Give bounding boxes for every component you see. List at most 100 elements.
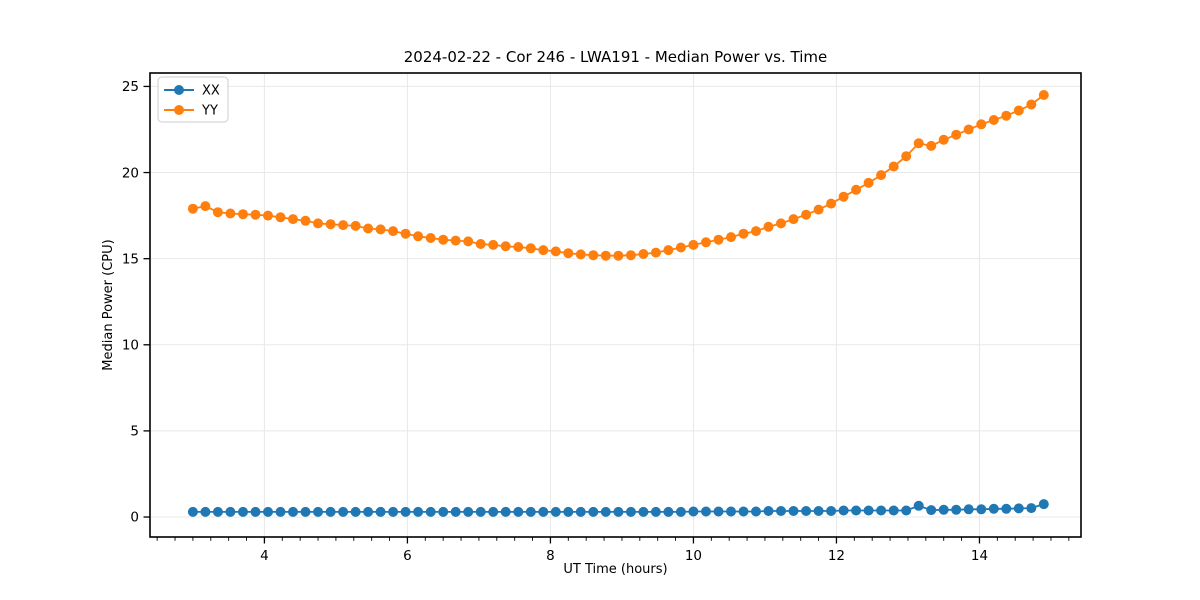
data-point-XX — [613, 506, 624, 517]
data-point-YY — [801, 209, 812, 220]
data-point-YY — [250, 209, 261, 220]
data-point-YY — [600, 250, 611, 261]
data-point-YY — [513, 242, 524, 252]
data-point-XX — [751, 506, 761, 517]
data-point-XX — [738, 506, 749, 517]
data-point-YY — [826, 198, 837, 209]
data-point-YY — [338, 220, 349, 231]
data-point-YY — [738, 228, 749, 239]
data-point-XX — [701, 506, 711, 517]
data-point-XX — [851, 505, 862, 516]
gridlines — [150, 73, 1081, 537]
series-line-YY — [192, 94, 1045, 257]
data-point-XX — [450, 506, 461, 517]
data-point-YY — [300, 215, 311, 226]
data-point-XX — [300, 506, 311, 517]
data-point-YY — [1038, 90, 1049, 100]
data-point-XX — [212, 506, 223, 517]
data-point-YY — [976, 119, 987, 130]
data-point-YY — [751, 226, 761, 237]
data-point-YY — [788, 214, 799, 225]
data-point-XX — [926, 505, 937, 516]
data-point-XX — [338, 506, 349, 517]
data-point-XX — [275, 506, 286, 517]
data-point-YY — [200, 201, 211, 212]
data-point-YY — [238, 209, 248, 220]
data-point-XX — [963, 504, 974, 515]
data-point-XX — [1001, 503, 1012, 514]
data-point-YY — [212, 207, 223, 218]
y-tick-label: 5 — [130, 424, 139, 440]
data-point-YY — [701, 237, 711, 248]
data-point-XX — [425, 506, 436, 517]
data-point-XX — [913, 500, 924, 511]
data-point-YY — [400, 228, 411, 239]
data-point-XX — [901, 505, 912, 516]
data-point-YY — [926, 140, 937, 151]
data-point-YY — [663, 245, 674, 256]
x-tick-label: 8 — [546, 548, 555, 564]
data-point-XX — [976, 504, 987, 515]
data-point-YY — [650, 247, 661, 258]
data-point-YY — [726, 232, 736, 243]
data-point-XX — [788, 506, 799, 516]
data-point-YY — [938, 134, 949, 145]
data-point-YY — [563, 248, 574, 259]
data-point-XX — [525, 506, 536, 517]
y-axis-ticks: 0 5 10 15 20 25 — [122, 79, 150, 526]
data-point-YY — [425, 233, 436, 243]
axes-spines — [149, 72, 1082, 538]
data-point-XX — [575, 506, 586, 517]
data-point-YY — [325, 219, 336, 230]
data-point-YY — [675, 242, 686, 253]
data-point-YY — [863, 177, 874, 188]
data-point-YY — [776, 218, 786, 229]
data-point-YY — [288, 214, 298, 225]
data-point-YY — [1001, 110, 1012, 121]
data-point-XX — [663, 506, 674, 517]
data-point-XX — [413, 506, 424, 517]
data-point-XX — [1026, 503, 1037, 514]
data-point-YY — [1013, 105, 1024, 116]
data-point-YY — [876, 170, 887, 181]
data-point-XX — [1038, 499, 1049, 510]
data-point-YY — [463, 236, 474, 247]
data-point-YY — [500, 241, 511, 252]
data-point-XX — [838, 505, 849, 516]
data-point-YY — [813, 204, 824, 215]
data-point-XX — [988, 503, 999, 514]
data-point-YY — [388, 226, 399, 237]
data-point-YY — [187, 203, 198, 214]
data-point-XX — [250, 506, 261, 517]
data-point-XX — [513, 506, 524, 517]
data-point-YY — [688, 239, 699, 250]
data-point-XX — [801, 506, 812, 516]
data-point-YY — [525, 243, 536, 254]
data-point-XX — [1013, 503, 1024, 514]
data-point-YY — [838, 191, 849, 202]
data-point-YY — [363, 223, 374, 234]
data-point-YY — [413, 231, 424, 242]
data-point-YY — [275, 212, 286, 223]
data-point-XX — [588, 506, 599, 517]
data-point-XX — [876, 505, 887, 516]
data-point-XX — [200, 506, 211, 517]
data-point-XX — [726, 506, 736, 517]
data-point-XX — [400, 506, 411, 517]
legend-label: YY — [201, 104, 218, 119]
x-tick-label: 4 — [260, 548, 269, 564]
data-point-XX — [813, 506, 824, 516]
data-point-YY — [350, 220, 361, 231]
x-tick-label: 10 — [685, 548, 702, 564]
data-point-XX — [238, 506, 248, 517]
data-point-YY — [475, 239, 486, 249]
data-point-XX — [350, 506, 361, 517]
data-point-XX — [500, 506, 511, 517]
data-point-XX — [938, 504, 949, 515]
data-point-YY — [450, 235, 461, 246]
legend: XX YY — [157, 76, 229, 123]
data-point-XX — [438, 506, 449, 517]
data-point-XX — [863, 505, 874, 516]
data-point-YY — [575, 249, 586, 260]
